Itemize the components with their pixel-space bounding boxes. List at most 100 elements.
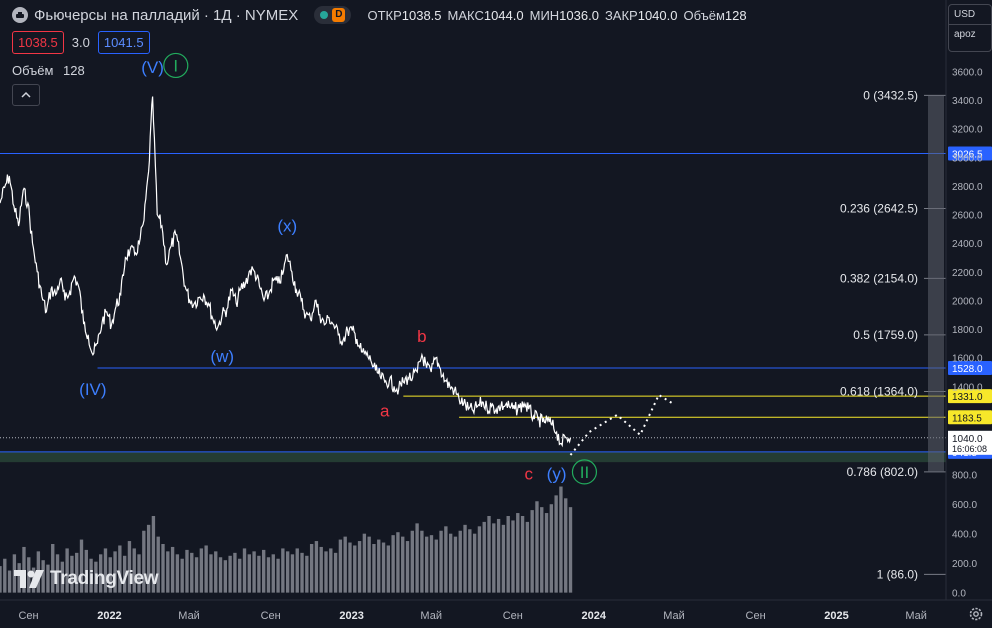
volume-bar [218,557,223,593]
volume-bar [429,535,434,593]
volume-bar [118,545,122,593]
ohlc-value: 1036.0 [559,7,599,23]
volume-bar [554,495,558,593]
tradingview-logo[interactable]: TradingView [14,568,159,590]
price-scale-controls: USD apoz [948,4,992,52]
volume-bar [544,513,549,593]
volume-bar [79,539,84,593]
fib-level-label: 0.618 (1364.0) [840,384,918,398]
volume-bar [175,554,180,593]
level-price-tag [948,146,992,161]
time-axis-tick: Май [178,610,200,622]
wave-label: (IV) [79,380,106,399]
volume-bar [223,560,228,593]
volume-bar [309,544,314,593]
volume-bar [51,544,55,593]
volume-bar [3,558,7,593]
volume-bar [185,549,189,593]
ohlc-values: ОТКР1038.5 МАКС1044.0 МИН1036.0 ЗАКР1040.0 О… [367,8,746,23]
wave-circle-marker [571,459,598,485]
volume-bar [161,544,165,593]
volume-bar [108,557,112,593]
spread-value: 3.0 [71,35,90,50]
volume-bar [41,560,45,593]
volume-bar [305,555,309,593]
volume-bar [194,557,199,593]
volume-bar [55,554,60,593]
scale-mode-button[interactable]: apoz [949,24,991,44]
fib-level-label: 1 (86.0) [877,567,918,581]
current-price-tag [948,430,992,455]
ohlc-item: МИН1036.0 [530,8,599,23]
market-status-pill[interactable]: D [314,6,352,24]
volume-bar [89,558,93,593]
time-axis-tick: Май [905,610,927,622]
volume-bar [415,523,419,593]
volume-bar [228,555,232,593]
volume-bar [324,551,328,593]
ohlc-item: Объём128 [683,8,746,23]
wave-circle-marker [163,52,189,79]
wave-label: (w) [210,347,234,366]
price-axis-tick: 2200.0 [952,268,983,279]
ohlc-item: МАКС1044.0 [448,8,524,23]
palladium-symbol-icon [12,7,28,23]
price-axis-tick: 1800.0 [952,325,983,336]
volume-bar [468,529,472,593]
volume-bar [233,552,237,593]
price-axis-tick: 2800.0 [952,182,983,193]
price-axis-tick: 3400.0 [952,96,983,107]
time-axis-tick: 2023 [339,610,363,622]
price-line [0,96,572,448]
volume-bar [209,554,213,593]
currency-button[interactable]: USD [954,9,976,20]
volume-bar [434,539,438,593]
volume-bar [60,561,65,593]
wave-label: b [417,327,426,346]
volume-bar [564,498,568,593]
volume-bar [506,516,510,593]
volume-bar [405,541,410,593]
level-price-label: 1331.0 [952,392,983,403]
volume-bar [425,536,429,593]
volume-bar [295,548,299,593]
volume-bar [75,552,79,593]
wave-label: a [380,401,390,420]
level-price-tag [948,389,992,404]
volume-bar [396,532,400,593]
volume-legend-value: 128 [63,63,85,78]
trade-buttons: 1038.5 3.0 1041.5 [12,31,150,54]
time-axis-tick: Май [663,610,685,622]
time-axis-tick: 2024 [581,610,606,622]
level-price-tag [948,410,992,425]
volume-bar [492,523,496,593]
volume-bar [381,542,386,593]
volume-legend[interactable]: Объём 128 [12,63,85,78]
volume-bar [285,551,290,593]
volume-axis-tick: 400.0 [952,530,977,541]
volume-bar [276,558,280,593]
fib-level-label: 0.5 (1759.0) [853,328,918,342]
price-scale-panel [946,0,992,600]
symbol-title[interactable]: Фьючерсы на палладий · 1Д · NYMEX [34,6,299,24]
sell-price-button[interactable]: 1038.5 [12,31,64,54]
price-axis-tick: 2000.0 [952,296,983,307]
volume-bar [348,542,352,593]
ohlc-key: МИН [529,7,560,23]
collapse-legend-button[interactable] [12,84,40,106]
time-axis-tick: 2025 [824,610,848,622]
time-axis-tick: Май [420,610,442,622]
volume-bar [266,557,271,593]
volume-bar [453,536,458,593]
volume-bar [463,524,467,593]
volume-bar [290,554,295,593]
buy-price-button[interactable]: 1041.5 [97,31,150,54]
volume-bar [420,530,424,593]
volume-bar [314,541,319,593]
volume-bar [333,552,338,593]
price-axis-tick: 1400.0 [952,382,983,393]
volume-bar [367,536,371,593]
chart-settings-button[interactable] [966,604,986,624]
ohlc-value: 1038.5 [401,7,442,23]
